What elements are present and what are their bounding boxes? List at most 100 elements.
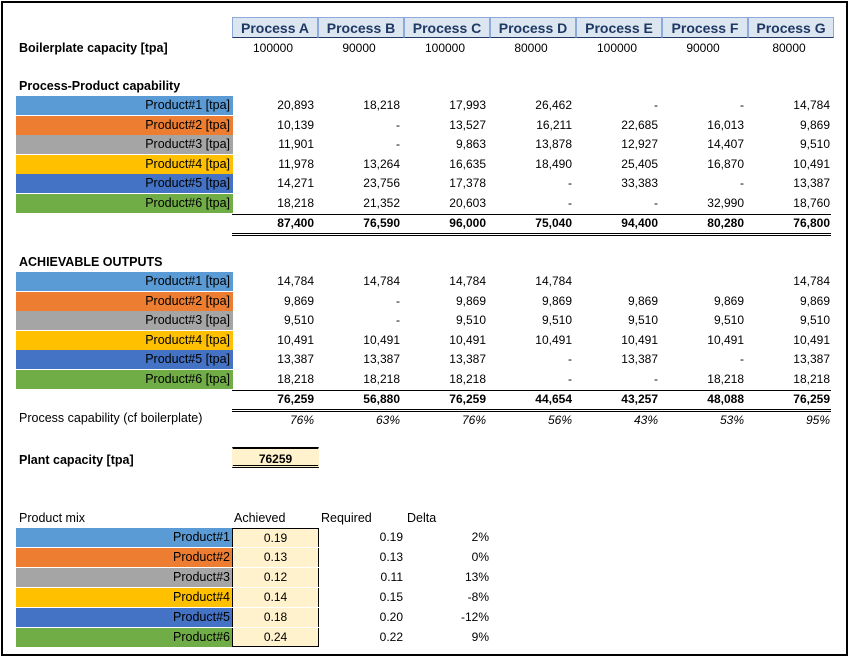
achievable-cell[interactable]: 10,491 xyxy=(363,333,400,347)
process-header-a[interactable]: Process A xyxy=(232,17,318,38)
capability-cell[interactable]: 20,603 xyxy=(449,196,486,210)
capability-cell[interactable]: 16,635 xyxy=(449,157,486,171)
achievable-cell[interactable]: - xyxy=(568,372,572,386)
achievable-cell[interactable]: 10,491 xyxy=(793,333,830,347)
capability-cell[interactable]: 16,870 xyxy=(707,157,744,171)
process-header-b[interactable]: Process B xyxy=(318,17,404,38)
achievable-cell[interactable]: 9,510 xyxy=(541,313,572,327)
achievable-cell[interactable]: 9,869 xyxy=(283,294,314,308)
process-capability-value[interactable]: 56% xyxy=(547,413,572,427)
capability-cell[interactable]: 9,863 xyxy=(455,137,486,151)
achievable-cell[interactable]: 9,869 xyxy=(455,294,486,308)
product-mix-achieved[interactable]: 0.12 xyxy=(232,568,319,587)
product-mix-achieved[interactable]: 0.14 xyxy=(232,588,319,607)
capability-cell[interactable]: 18,760 xyxy=(793,196,830,210)
process-capability-value[interactable]: 53% xyxy=(719,413,744,427)
achievable-cell[interactable]: 10,491 xyxy=(535,333,572,347)
achievable-cell[interactable]: 10,491 xyxy=(621,333,658,347)
achievable-cell[interactable]: 10,491 xyxy=(707,333,744,347)
capability-total[interactable]: 80,280 xyxy=(707,216,744,230)
achievable-cell[interactable]: 13,387 xyxy=(793,352,830,366)
achievable-cell[interactable]: - xyxy=(740,352,744,366)
capability-cell[interactable]: 26,462 xyxy=(535,98,572,112)
capability-cell[interactable]: 25,405 xyxy=(621,157,658,171)
capability-cell[interactable]: 14,784 xyxy=(793,98,830,112)
capability-cell[interactable]: 17,993 xyxy=(449,98,486,112)
capability-total[interactable]: 75,040 xyxy=(535,216,572,230)
process-capability-value[interactable]: 43% xyxy=(633,413,658,427)
achievable-cell[interactable]: 9,869 xyxy=(627,294,658,308)
achievable-cell[interactable]: - xyxy=(396,294,400,308)
achievable-cell[interactable]: 18,218 xyxy=(277,372,314,386)
product-mix-required[interactable]: 0.22 xyxy=(379,630,403,644)
achievable-cell[interactable]: 13,387 xyxy=(449,352,486,366)
process-capability-value[interactable]: 63% xyxy=(375,413,400,427)
capability-cell[interactable]: 10,139 xyxy=(277,118,314,132)
capability-cell[interactable]: 13,527 xyxy=(449,118,486,132)
capability-cell[interactable]: 11,978 xyxy=(278,157,314,171)
product-mix-delta[interactable]: -12% xyxy=(460,610,489,624)
capability-cell[interactable]: 17,378 xyxy=(449,176,486,190)
capability-cell[interactable]: 32,990 xyxy=(707,196,744,210)
capability-cell[interactable]: 14,407 xyxy=(707,137,744,151)
product-mix-required[interactable]: 0.15 xyxy=(379,590,403,604)
achievable-cell[interactable]: 13,387 xyxy=(277,352,314,366)
achievable-cell[interactable]: 9,510 xyxy=(799,313,830,327)
achievable-cell[interactable]: 9,510 xyxy=(283,313,314,327)
capability-total[interactable]: 76,800 xyxy=(793,216,830,230)
achievable-total[interactable]: 44,654 xyxy=(535,392,572,406)
capability-cell[interactable]: - xyxy=(396,118,400,132)
capability-cell[interactable]: 13,878 xyxy=(535,137,572,151)
process-capability-value[interactable]: 76% xyxy=(289,413,314,427)
process-header-d[interactable]: Process D xyxy=(490,17,576,38)
achievable-cell[interactable]: 9,510 xyxy=(455,313,486,327)
process-capability-value[interactable]: 95% xyxy=(805,413,830,427)
capability-cell[interactable]: - xyxy=(654,98,658,112)
achievable-cell[interactable]: 10,491 xyxy=(449,333,486,347)
achievable-total[interactable]: 43,257 xyxy=(621,392,658,406)
capability-cell[interactable]: 9,869 xyxy=(799,118,830,132)
capability-cell[interactable]: 11,901 xyxy=(278,137,314,151)
achievable-cell[interactable]: 9,869 xyxy=(541,294,572,308)
achievable-cell[interactable] xyxy=(674,272,744,291)
product-mix-achieved[interactable]: 0.18 xyxy=(232,608,319,627)
capability-cell[interactable]: 14,271 xyxy=(277,176,314,190)
capability-cell[interactable]: - xyxy=(740,176,744,190)
boilerplate-value[interactable]: 100000 xyxy=(252,41,294,55)
capability-cell[interactable]: 23,756 xyxy=(363,176,400,190)
process-header-e[interactable]: Process E xyxy=(576,17,662,38)
achievable-cell[interactable]: 18,218 xyxy=(449,372,486,386)
capability-cell[interactable]: 9,510 xyxy=(799,137,830,151)
capability-cell[interactable]: 13,387 xyxy=(793,176,830,190)
capability-cell[interactable]: - xyxy=(568,196,572,210)
capability-cell[interactable]: 21,352 xyxy=(363,196,400,210)
achievable-cell[interactable]: 18,218 xyxy=(363,372,400,386)
achievable-cell[interactable]: 14,784 xyxy=(449,274,486,288)
capability-cell[interactable]: 33,383 xyxy=(621,176,658,190)
achievable-total[interactable]: 76,259 xyxy=(449,392,486,406)
achievable-cell[interactable]: 13,387 xyxy=(363,352,400,366)
process-header-g[interactable]: Process G xyxy=(748,17,834,38)
capability-cell[interactable]: 20,893 xyxy=(277,98,314,112)
achievable-cell[interactable]: 9,869 xyxy=(713,294,744,308)
achievable-cell[interactable]: 18,218 xyxy=(707,372,744,386)
achievable-cell[interactable]: 14,784 xyxy=(363,274,400,288)
process-capability-value[interactable]: 76% xyxy=(461,413,486,427)
product-mix-achieved[interactable]: 0.24 xyxy=(232,628,319,647)
capability-cell[interactable]: 12,927 xyxy=(621,137,658,151)
achievable-total[interactable]: 56,880 xyxy=(363,392,400,406)
boilerplate-value[interactable]: 90000 xyxy=(342,41,376,55)
boilerplate-value[interactable]: 100000 xyxy=(596,41,638,55)
achievable-total[interactable]: 76,259 xyxy=(793,392,830,406)
product-mix-achieved[interactable]: 0.13 xyxy=(232,548,319,567)
achievable-cell[interactable]: - xyxy=(568,352,572,366)
capability-cell[interactable]: - xyxy=(654,196,658,210)
capability-cell[interactable]: 18,490 xyxy=(535,157,572,171)
product-mix-delta[interactable]: -8% xyxy=(467,590,489,604)
achievable-cell[interactable]: 9,869 xyxy=(799,294,830,308)
achievable-total[interactable]: 76,259 xyxy=(277,392,314,406)
product-mix-required[interactable]: 0.20 xyxy=(379,610,403,624)
capability-cell[interactable]: 16,211 xyxy=(536,118,572,132)
boilerplate-value[interactable]: 80000 xyxy=(514,41,548,55)
capability-cell[interactable]: - xyxy=(740,98,744,112)
